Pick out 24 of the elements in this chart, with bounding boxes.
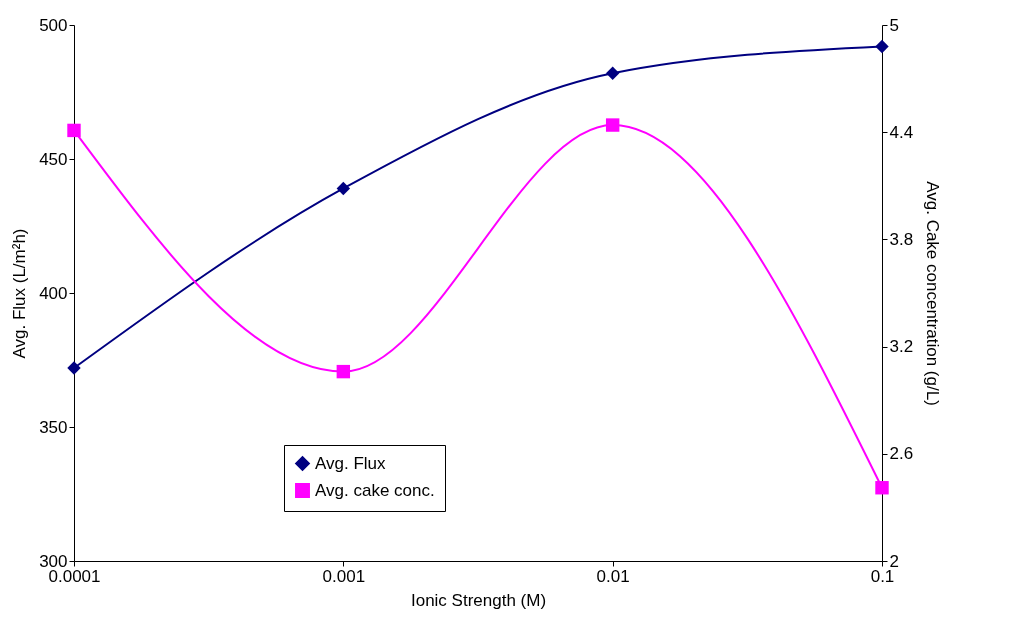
y-tick-label: 450	[39, 149, 68, 169]
x-axis-title: Ionic Strength (M)	[410, 590, 547, 610]
point	[605, 66, 620, 80]
y-tick-label: 350	[39, 417, 68, 437]
point	[67, 123, 81, 138]
y2-axis-title: Avg. Cake concentration (g/L)	[923, 181, 943, 406]
legend-label: Avg. cake conc.	[315, 480, 435, 500]
point	[875, 481, 889, 495]
y2-tick-label: 5	[889, 15, 899, 35]
y2-tick-label: 2.6	[889, 444, 914, 464]
point	[67, 361, 81, 375]
y2-tick-label: 4.4	[889, 122, 914, 142]
x-tick-label: 0.01	[596, 566, 630, 586]
point	[605, 118, 620, 132]
x-tick-label: 0.001	[322, 566, 366, 586]
y2-tick-label: 3.2	[889, 337, 914, 357]
y-axis-title: Avg. Flux (L/m²h)	[10, 228, 30, 359]
y-tick-label: 500	[39, 15, 68, 35]
y-tick-label: 400	[39, 283, 68, 303]
y2-tick-label: 3.8	[889, 229, 914, 249]
point	[336, 181, 351, 196]
point	[336, 364, 351, 379]
point	[875, 39, 889, 54]
legend-label: Avg. Flux	[315, 453, 387, 473]
